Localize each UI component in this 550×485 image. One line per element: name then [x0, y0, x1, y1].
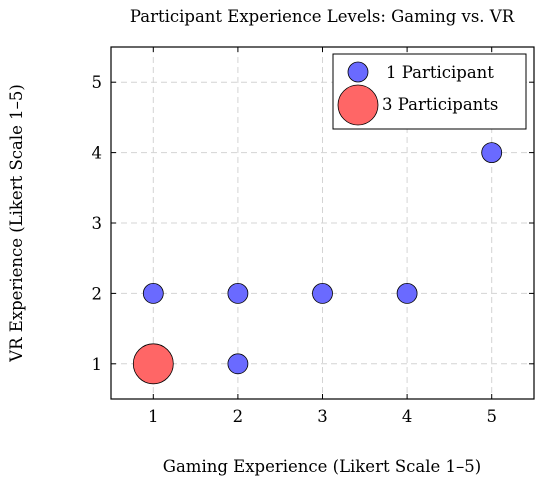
data-point	[142, 282, 164, 304]
x-tick-label: 2	[233, 407, 244, 426]
x-tick-label: 1	[148, 407, 159, 426]
data-point	[132, 343, 174, 385]
data-point	[227, 353, 249, 375]
y-axis-label: VR Experience (Likert Scale 1–5)	[7, 84, 26, 363]
y-tick-label: 1	[92, 355, 103, 374]
axis-ticks: 1 2 3 4 5 1 2 3 4 5	[92, 47, 534, 426]
data-point	[312, 282, 333, 304]
legend-label-3-participants: 3 Participants	[382, 95, 498, 114]
legend-label-1-participant: 1 Participant	[386, 63, 494, 82]
y-tick-label: 2	[92, 284, 103, 303]
chart-title: Participant Experience Levels: Gaming vs…	[130, 7, 515, 26]
data-points	[132, 142, 503, 385]
y-tick-label: 4	[92, 144, 103, 163]
data-point	[227, 282, 249, 304]
data-point	[481, 142, 503, 164]
legend-marker-1-participant	[347, 61, 369, 83]
grid	[111, 47, 534, 399]
data-point	[396, 282, 418, 304]
x-tick-label: 3	[317, 407, 328, 426]
legend: 1 Participant 3 Participants	[332, 53, 527, 130]
x-tick-label: 5	[486, 407, 497, 426]
y-tick-label: 3	[92, 214, 103, 233]
y-tick-label: 5	[92, 73, 103, 92]
x-axis-label: Gaming Experience (Likert Scale 1–5)	[163, 457, 481, 476]
x-tick-label: 4	[402, 407, 413, 426]
legend-marker-3-participants	[337, 84, 379, 126]
